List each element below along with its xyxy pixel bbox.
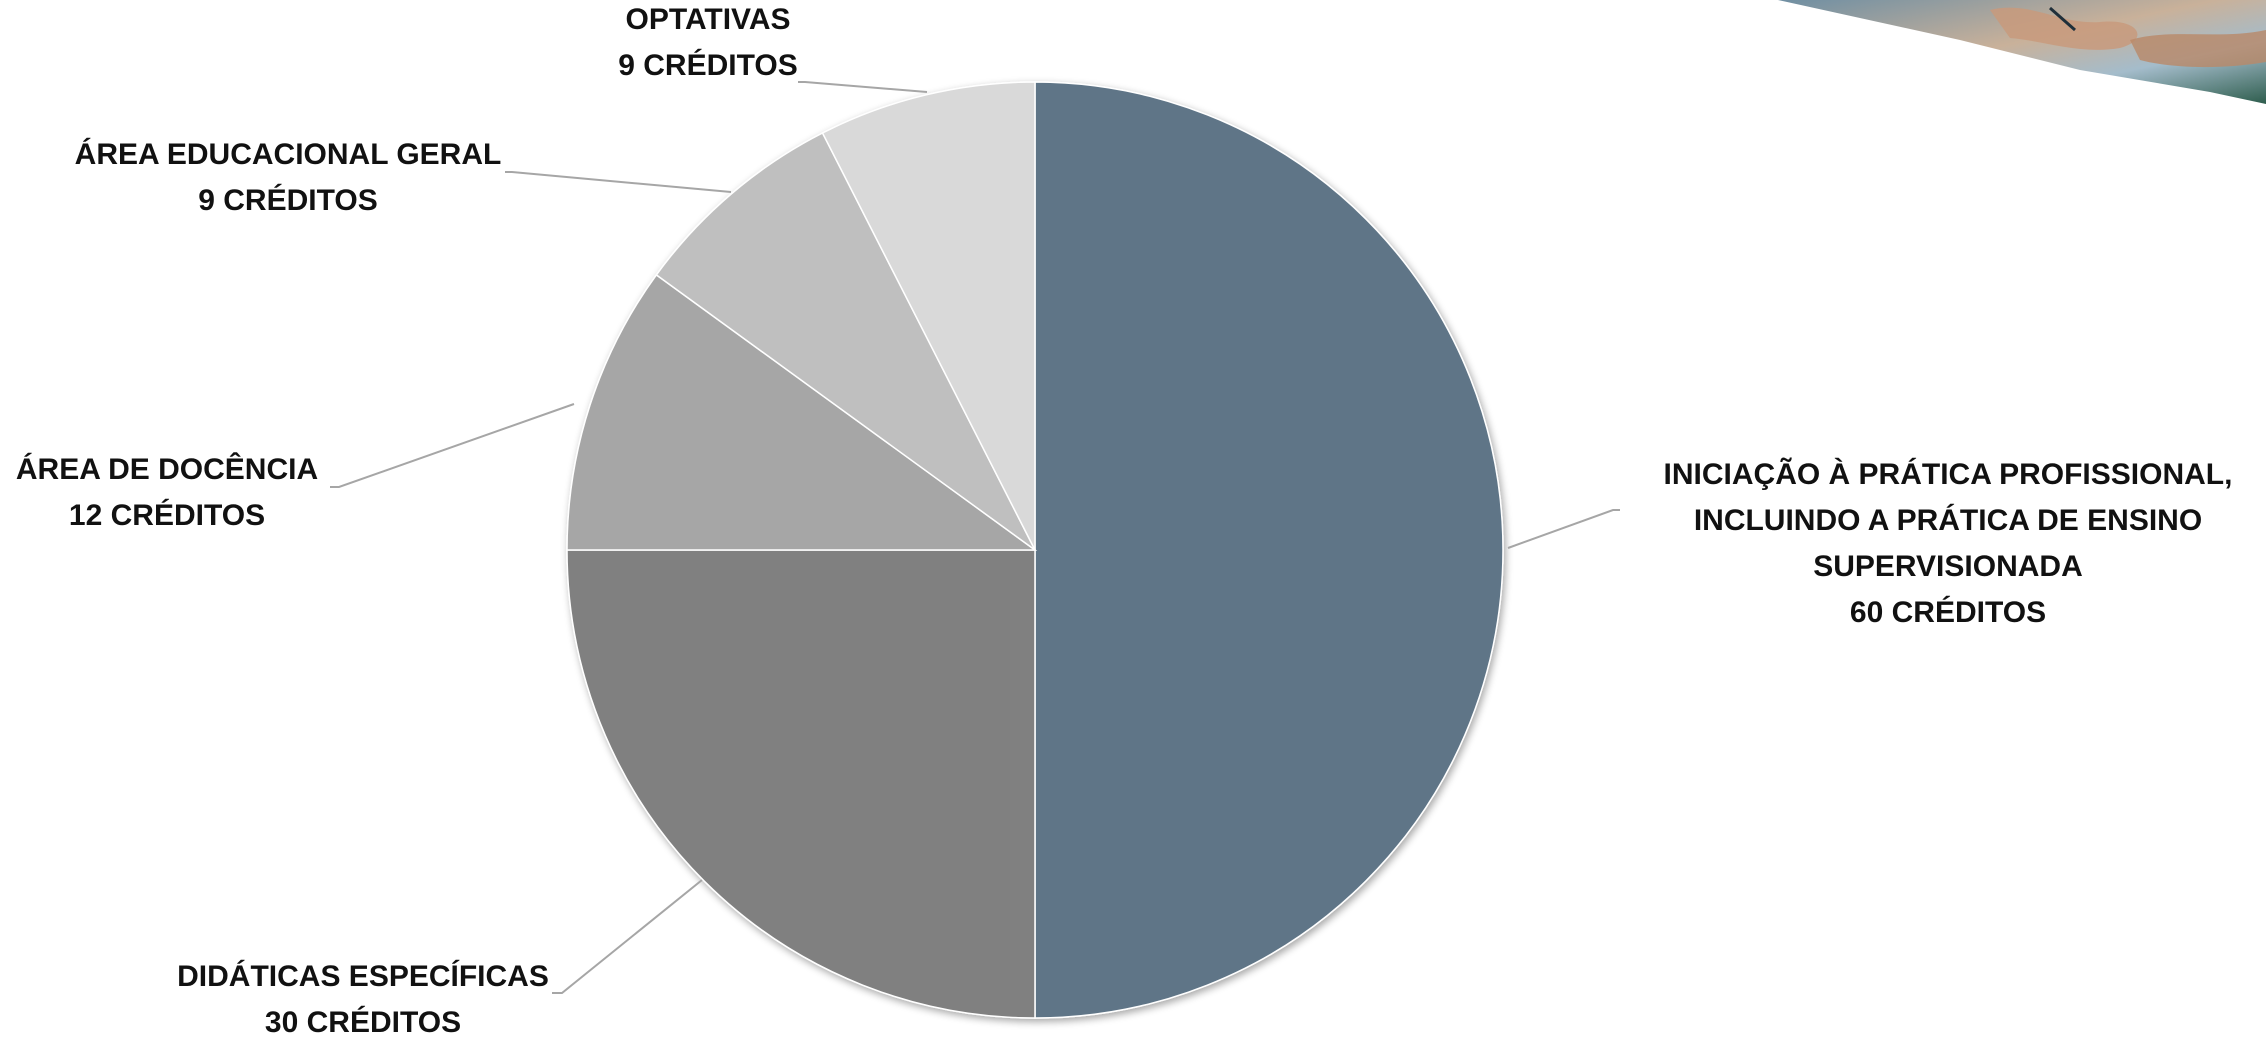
- leader-line-1: [1507, 509, 1620, 549]
- data-label-2: DIDÁTICAS ESPECÍFICAS 30 CRÉDITOS: [177, 959, 549, 1039]
- data-label-line: ÁREA EDUCACIONAL GERAL: [75, 137, 502, 171]
- leader-line-5: [798, 81, 928, 93]
- pie-slice-2: [566, 549, 1036, 1019]
- data-label-5: OPTATIVAS 9 CRÉDITOS: [618, 3, 798, 82]
- data-label-line: DIDÁTICAS ESPECÍFICAS: [177, 959, 549, 993]
- data-label-line: 60 CRÉDITOS: [1850, 595, 2046, 629]
- pie-slice-5: [821, 81, 1036, 551]
- leader-line-4: [505, 171, 732, 193]
- hands-writing-photo-corner: [1778, 0, 2266, 104]
- pie-slice-1: [1034, 81, 1504, 1019]
- data-label-4: ÁREA EDUCACIONAL GERAL 9 CRÉDITOS: [75, 137, 502, 217]
- data-label-line: ÁREA DE DOCÊNCIA: [16, 452, 318, 486]
- data-label-line: 30 CRÉDITOS: [265, 1005, 461, 1039]
- data-label-line: INICIAÇÃO À PRÁTICA PROFISSIONAL,: [1664, 457, 2233, 491]
- leader-line-2: [552, 879, 703, 994]
- leader-lines: [330, 81, 1620, 994]
- data-label-line: INCLUINDO A PRÁTICA DE ENSINO: [1694, 503, 2202, 537]
- data-label-3: ÁREA DE DOCÊNCIA 12 CRÉDITOS: [16, 452, 318, 532]
- leader-line-3: [330, 403, 575, 488]
- data-label-1: INICIAÇÃO À PRÁTICA PROFISSIONAL, INCLUIN…: [1664, 457, 2233, 629]
- pie-slice-4: [655, 132, 1036, 551]
- pie-slice-3: [566, 273, 1038, 551]
- data-label-line: OPTATIVAS: [626, 3, 791, 36]
- data-label-line: 9 CRÉDITOS: [618, 48, 798, 82]
- data-label-line: 12 CRÉDITOS: [69, 498, 265, 532]
- pie: [566, 81, 1504, 1019]
- data-label-line: 9 CRÉDITOS: [198, 183, 378, 217]
- data-label-line: SUPERVISIONADA: [1813, 550, 2083, 583]
- data-labels: INICIAÇÃO À PRÁTICA PROFISSIONAL, INCLUIN…: [16, 3, 2233, 1039]
